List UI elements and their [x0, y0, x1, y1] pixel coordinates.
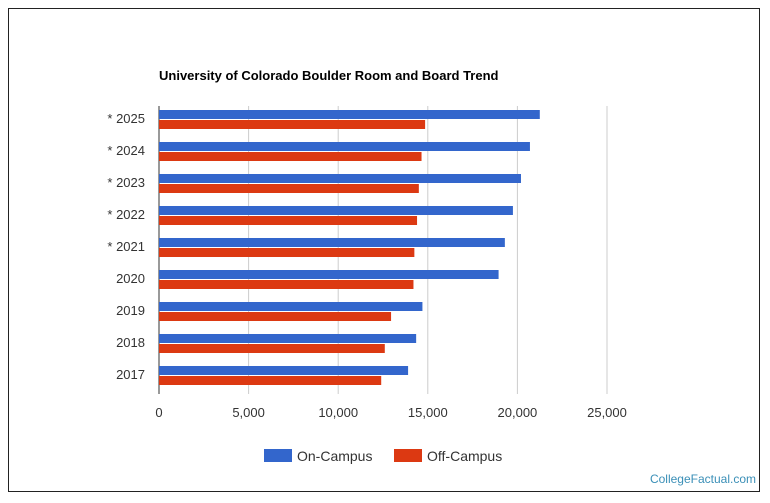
y-tick-label: * 2022 — [107, 207, 145, 222]
x-tick-label: 15,000 — [408, 405, 448, 420]
legend: On-Campus Off-Campus — [264, 448, 502, 464]
bar-on-campus-2021 — [159, 238, 505, 247]
y-tick-labels: * 2025 * 2024 * 2023 * 2022 * 2021 2020 2019 20… — [107, 111, 145, 382]
bar-off-campus-2020 — [159, 280, 414, 289]
watermark: CollegeFactual.com — [649, 472, 756, 486]
bar-off-campus-2022 — [159, 216, 418, 225]
x-tick-label: 0 — [155, 405, 162, 420]
y-tick-label: * 2025 — [107, 111, 145, 126]
bars-group — [159, 110, 540, 385]
bar-on-campus-2024 — [159, 142, 530, 151]
bar-on-campus-2025 — [159, 110, 540, 119]
y-tick-label: 2017 — [116, 367, 145, 382]
bar-on-campus-2019 — [159, 302, 423, 311]
legend-label-on-campus: On-Campus — [297, 448, 372, 464]
bar-on-campus-2020 — [159, 270, 499, 279]
legend-swatch-on-campus — [264, 449, 292, 462]
legend-label-off-campus: Off-Campus — [427, 448, 502, 464]
bar-off-campus-2023 — [159, 184, 419, 193]
y-tick-label: * 2023 — [107, 175, 145, 190]
bar-on-campus-2017 — [159, 366, 409, 375]
x-tick-label: 10,000 — [318, 405, 358, 420]
y-tick-label: * 2021 — [107, 239, 145, 254]
chart-title: University of Colorado Boulder Room and … — [159, 68, 499, 83]
x-tick-label: 20,000 — [498, 405, 538, 420]
bar-off-campus-2018 — [159, 344, 385, 353]
bar-off-campus-2017 — [159, 376, 382, 385]
bar-off-campus-2024 — [159, 152, 422, 161]
bar-off-campus-2025 — [159, 120, 426, 129]
bar-off-campus-2019 — [159, 312, 392, 321]
legend-swatch-off-campus — [394, 449, 422, 462]
x-tick-labels: 0 5,000 10,000 15,000 20,000 25,000 — [155, 405, 627, 420]
x-tick-label: 25,000 — [587, 405, 627, 420]
y-tick-label: 2018 — [116, 335, 145, 350]
bar-on-campus-2022 — [159, 206, 513, 215]
bar-on-campus-2023 — [159, 174, 521, 183]
x-tick-label: 5,000 — [232, 405, 265, 420]
y-tick-label: * 2024 — [107, 143, 145, 158]
y-tick-label: 2020 — [116, 271, 145, 286]
bar-off-campus-2021 — [159, 248, 415, 257]
y-tick-label: 2019 — [116, 303, 145, 318]
bar-on-campus-2018 — [159, 334, 417, 343]
